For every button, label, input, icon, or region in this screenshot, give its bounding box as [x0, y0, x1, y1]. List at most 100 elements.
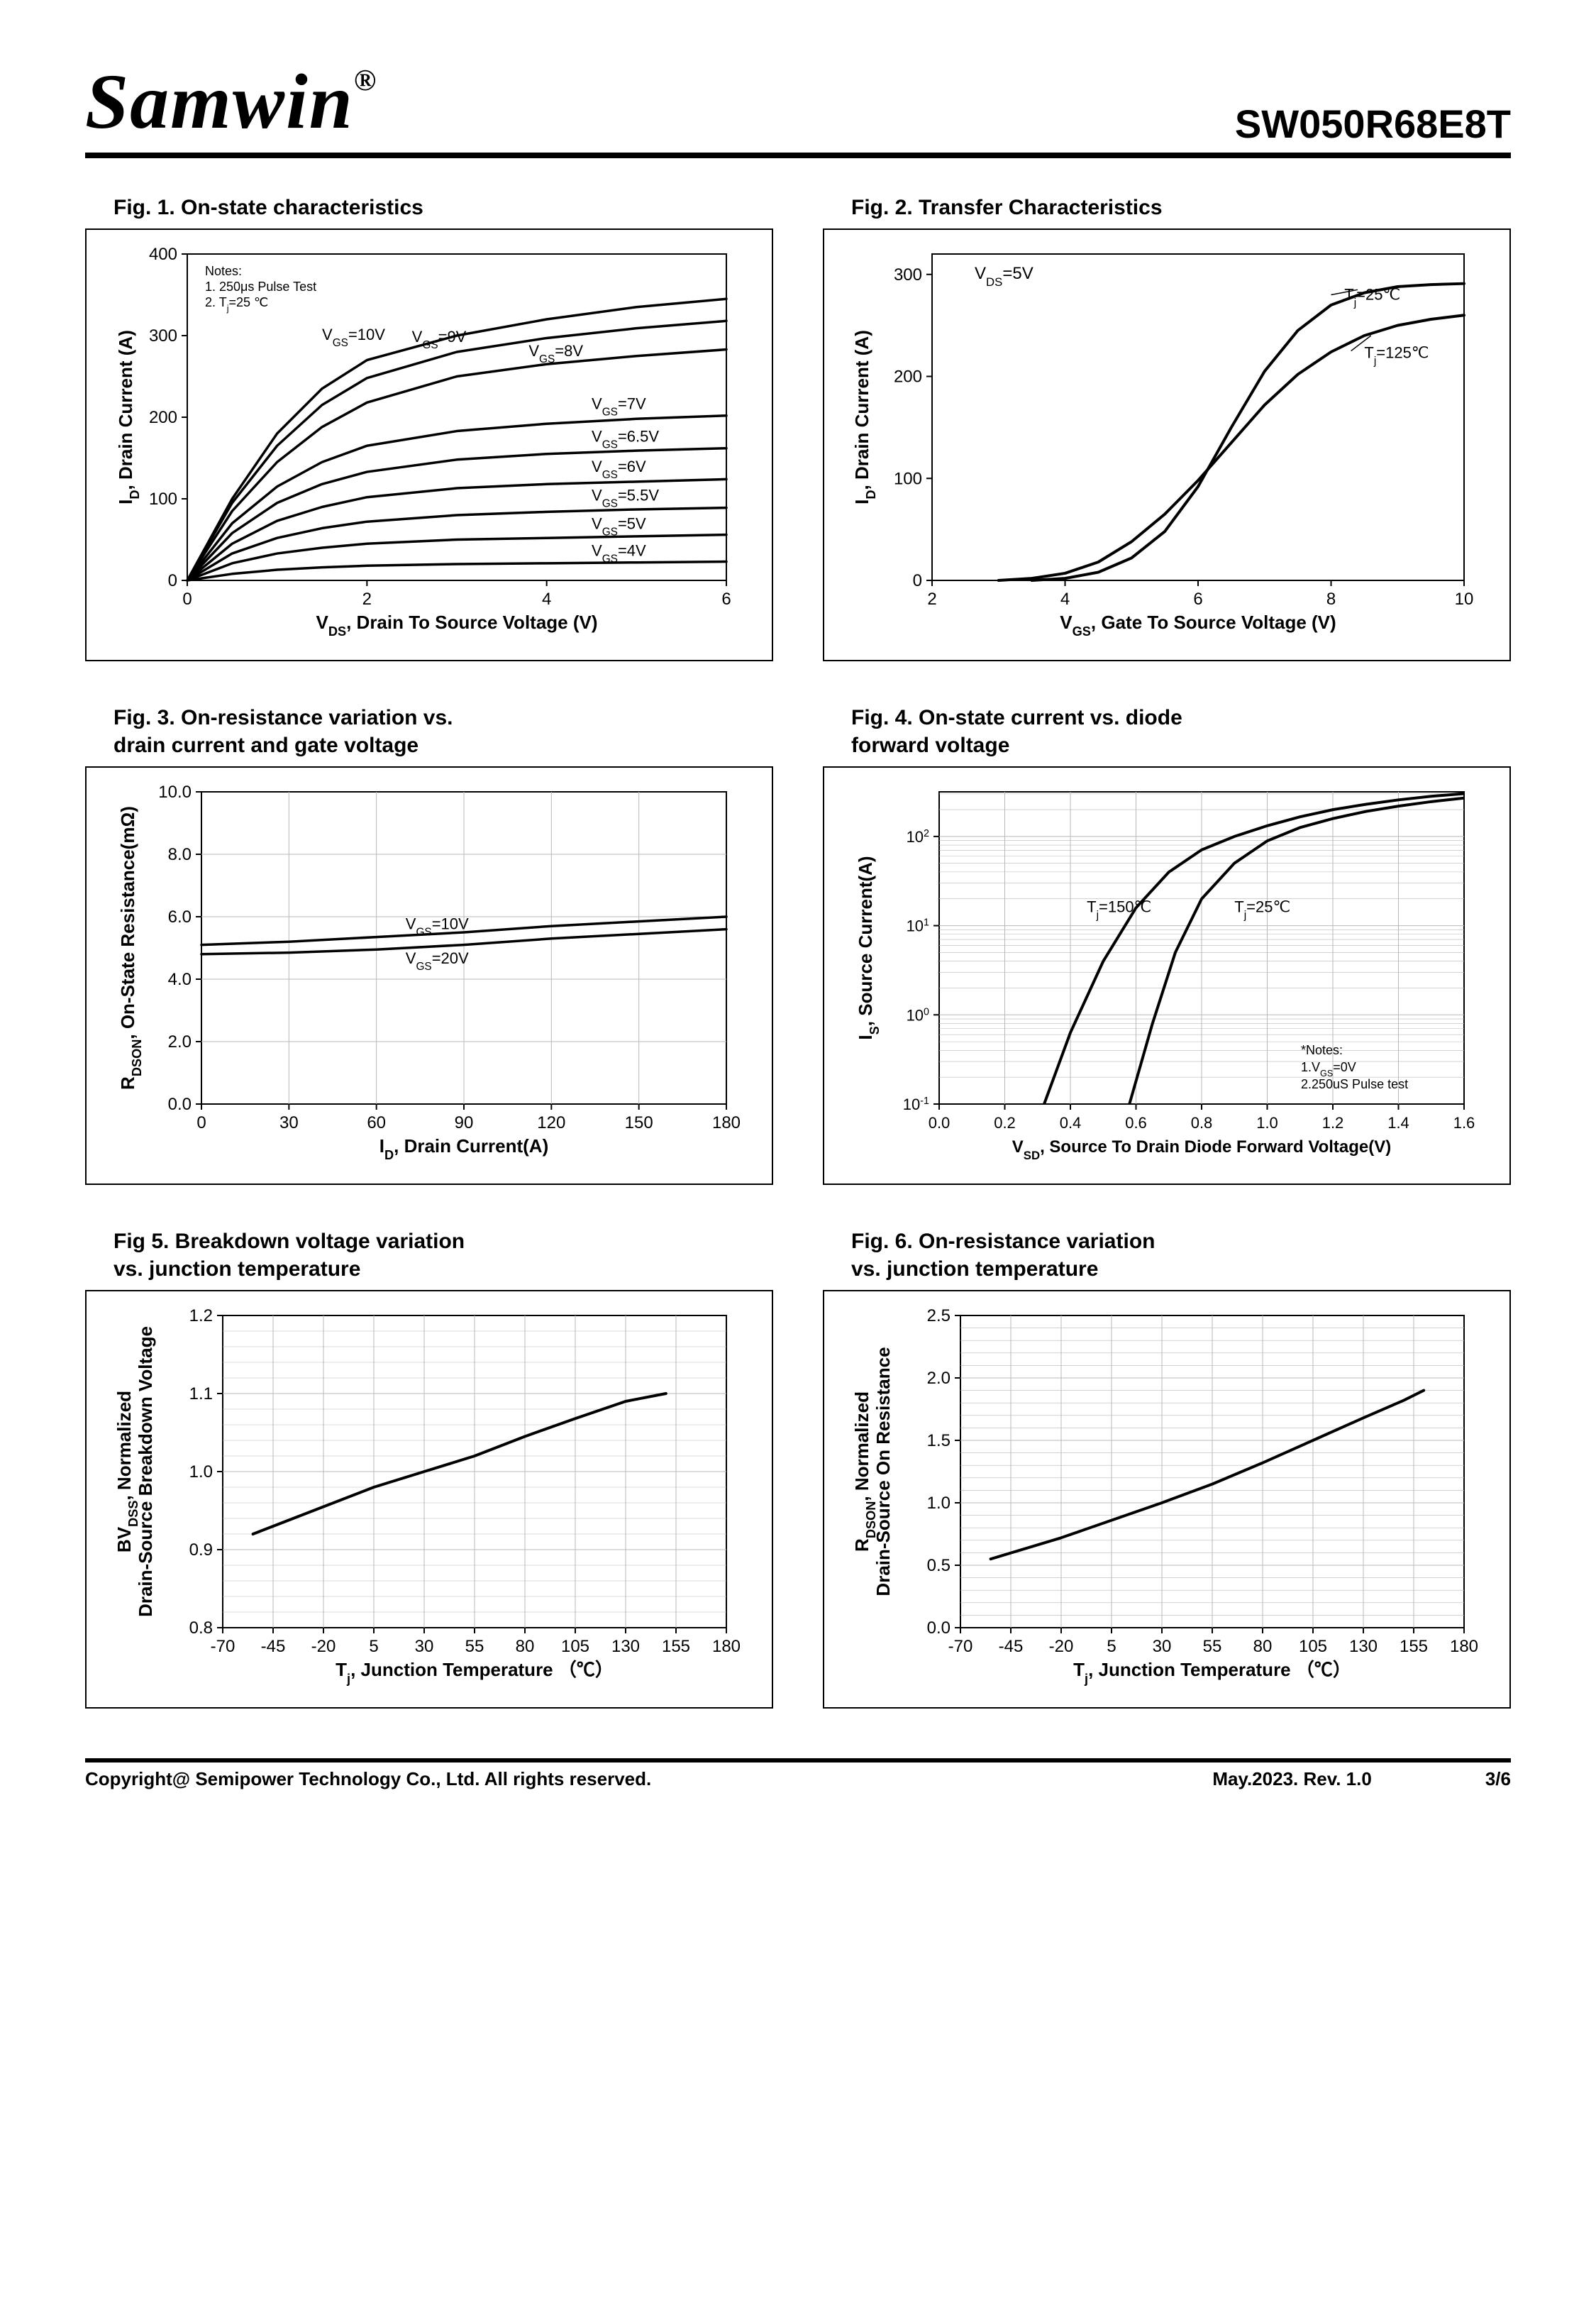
- svg-text:VDS, Drain To Source Voltage (: VDS, Drain To Source Voltage (V): [316, 612, 597, 639]
- svg-text:RDSON, On-State Resistance(mΩ): RDSON, On-State Resistance(mΩ): [117, 806, 144, 1090]
- svg-text:100: 100: [149, 490, 177, 509]
- fig2-border: 2468100100200300VGS, Gate To Source Volt…: [823, 228, 1511, 661]
- svg-text:4: 4: [1060, 590, 1070, 609]
- svg-text:8.0: 8.0: [168, 845, 192, 864]
- svg-text:10.0: 10.0: [158, 783, 192, 802]
- svg-text:0: 0: [168, 571, 177, 590]
- svg-text:IS, Source Current(A): IS, Source Current(A): [855, 856, 882, 1039]
- fig1-border: 02460100200300400VDS, Drain To Source Vo…: [85, 228, 773, 661]
- svg-text:5: 5: [1107, 1637, 1116, 1656]
- svg-text:-45: -45: [999, 1637, 1024, 1656]
- svg-text:130: 130: [611, 1637, 640, 1656]
- svg-text:VGS=5V: VGS=5V: [592, 515, 646, 539]
- svg-text:0.8: 0.8: [1191, 1114, 1213, 1132]
- svg-text:30: 30: [279, 1113, 299, 1132]
- svg-text:0.9: 0.9: [189, 1540, 213, 1560]
- page-header: Samwin® SW050R68E8T: [85, 57, 1511, 158]
- fig5-wrap: Fig 5. Breakdown voltage variation vs. j…: [85, 1228, 773, 1709]
- svg-text:-45: -45: [261, 1637, 286, 1656]
- fig4-wrap: Fig. 4. On-state current vs. diode forwa…: [823, 704, 1511, 1185]
- svg-text:VDS=5V: VDS=5V: [975, 264, 1033, 289]
- svg-text:1.6: 1.6: [1453, 1114, 1475, 1132]
- svg-text:105: 105: [561, 1637, 589, 1656]
- fig3-wrap: Fig. 3. On-resistance variation vs. drai…: [85, 704, 773, 1185]
- svg-text:-20: -20: [311, 1637, 336, 1656]
- svg-text:90: 90: [455, 1113, 474, 1132]
- svg-text:2: 2: [927, 590, 936, 609]
- svg-text:-70: -70: [211, 1637, 235, 1656]
- svg-text:200: 200: [149, 408, 177, 427]
- svg-text:Tj=125℃: Tj=125℃: [1364, 344, 1429, 368]
- svg-text:Drain-Source Breakdown Voltage: Drain-Source Breakdown Voltage: [135, 1326, 156, 1617]
- svg-text:VGS=6.5V: VGS=6.5V: [592, 428, 659, 451]
- fig6-svg: -70-45-2053055801051301551800.00.51.01.5…: [833, 1301, 1485, 1699]
- svg-text:1.0: 1.0: [927, 1494, 951, 1513]
- svg-text:VGS=5.5V: VGS=5.5V: [592, 486, 659, 509]
- svg-text:Notes:: Notes:: [205, 264, 242, 278]
- svg-text:8: 8: [1326, 590, 1336, 609]
- svg-text:6: 6: [1193, 590, 1202, 609]
- svg-text:155: 155: [1400, 1637, 1428, 1656]
- svg-text:Tj=25℃: Tj=25℃: [1234, 898, 1290, 922]
- svg-text:180: 180: [712, 1113, 741, 1132]
- svg-text:*Notes:: *Notes:: [1301, 1043, 1343, 1057]
- svg-text:0.0: 0.0: [927, 1618, 951, 1638]
- fig4-border: 0.00.20.40.60.81.01.21.41.610-1100101102…: [823, 766, 1511, 1185]
- svg-text:1.5: 1.5: [927, 1431, 951, 1450]
- svg-text:130: 130: [1349, 1637, 1378, 1656]
- svg-text:4: 4: [542, 590, 551, 609]
- fig5-svg: -70-45-2053055801051301551800.80.91.01.1…: [95, 1301, 748, 1699]
- fig5-border: -70-45-2053055801051301551800.80.91.01.1…: [85, 1290, 773, 1709]
- svg-text:2.5: 2.5: [927, 1306, 951, 1325]
- svg-text:105: 105: [1299, 1637, 1327, 1656]
- svg-text:6.0: 6.0: [168, 907, 192, 927]
- svg-text:180: 180: [1450, 1637, 1478, 1656]
- svg-text:400: 400: [149, 245, 177, 264]
- svg-text:2.0: 2.0: [927, 1369, 951, 1388]
- svg-text:Tj=25℃: Tj=25℃: [1344, 286, 1400, 309]
- svg-text:VGS=10V: VGS=10V: [322, 326, 385, 349]
- svg-text:55: 55: [1203, 1637, 1222, 1656]
- svg-text:300: 300: [149, 326, 177, 346]
- svg-text:-70: -70: [948, 1637, 973, 1656]
- svg-text:VGS=9V: VGS=9V: [412, 328, 467, 351]
- svg-text:Tj=150℃: Tj=150℃: [1087, 898, 1151, 922]
- fig6-wrap: Fig. 6. On-resistance variation vs. junc…: [823, 1228, 1511, 1709]
- svg-text:150: 150: [625, 1113, 653, 1132]
- svg-text:10-1: 10-1: [903, 1096, 929, 1113]
- part-number: SW050R68E8T: [1235, 101, 1511, 147]
- svg-text:VGS=7V: VGS=7V: [592, 395, 646, 419]
- page-footer: Copyright@ Semipower Technology Co., Ltd…: [85, 1758, 1511, 1790]
- registered-mark: ®: [354, 65, 377, 97]
- svg-text:300: 300: [894, 265, 922, 285]
- fig2-title: Fig. 2. Transfer Characteristics: [851, 194, 1511, 221]
- svg-text:180: 180: [712, 1637, 741, 1656]
- footer-copyright: Copyright@ Semipower Technology Co., Ltd…: [85, 1768, 651, 1790]
- svg-text:1.2: 1.2: [1322, 1114, 1344, 1132]
- fig2-wrap: Fig. 2. Transfer Characteristics 2 4 6 8 10 0…: [823, 194, 1511, 661]
- svg-text:1.0: 1.0: [1256, 1114, 1278, 1132]
- fig1-title: Fig. 1. On-state characteristics: [113, 194, 773, 221]
- fig3-svg: 03060901201501800.02.04.06.08.010.0ID, D…: [95, 778, 748, 1175]
- svg-text:VGS, Gate To Source Voltage (: VGS, Gate To Source Voltage (V): [1060, 612, 1336, 639]
- svg-text:55: 55: [465, 1637, 484, 1656]
- svg-text:1.1: 1.1: [189, 1384, 213, 1403]
- svg-text:155: 155: [662, 1637, 690, 1656]
- svg-text:1.2: 1.2: [189, 1306, 213, 1325]
- svg-text:30: 30: [1153, 1637, 1172, 1656]
- svg-text:30: 30: [415, 1637, 434, 1656]
- svg-text:4.0: 4.0: [168, 970, 192, 989]
- svg-text:Tj, Junction Temperature （℃）: Tj, Junction Temperature （℃）: [336, 1659, 614, 1686]
- svg-text:2: 2: [362, 590, 372, 609]
- svg-text:0.6: 0.6: [1125, 1114, 1147, 1132]
- fig2-svg: 2468100100200300VGS, Gate To Source Volt…: [833, 240, 1485, 651]
- svg-text:1.0: 1.0: [189, 1462, 213, 1482]
- svg-text:0: 0: [196, 1113, 206, 1132]
- fig4-title: Fig. 4. On-state current vs. diode forwa…: [851, 704, 1511, 759]
- svg-text:10: 10: [1455, 590, 1474, 609]
- svg-text:1. 250μs Pulse Test: 1. 250μs Pulse Test: [205, 280, 316, 294]
- svg-text:0: 0: [913, 571, 922, 590]
- footer-page: 3/6: [1485, 1768, 1511, 1790]
- svg-text:0.5: 0.5: [927, 1556, 951, 1575]
- svg-text:0.0: 0.0: [929, 1114, 951, 1132]
